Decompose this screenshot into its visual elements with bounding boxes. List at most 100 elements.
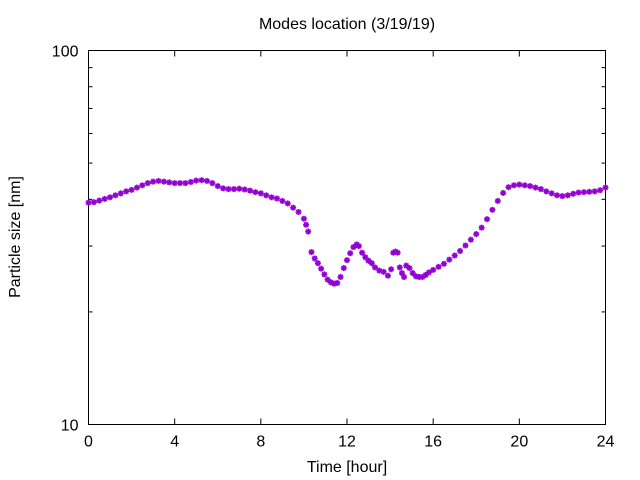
data-point (241, 186, 248, 193)
data-point (187, 179, 194, 186)
data-point (166, 179, 173, 186)
data-point (236, 185, 243, 192)
data-point (451, 252, 458, 259)
x-tick-label: 24 (597, 434, 615, 451)
data-point (220, 185, 227, 192)
data-point (425, 269, 432, 276)
data-point (203, 177, 210, 184)
data-point (527, 183, 534, 190)
data-point (543, 188, 550, 195)
data-point (150, 178, 157, 185)
data-point (430, 266, 437, 273)
plot-frame (88, 50, 606, 425)
axis-ticks: 0 4 8 12 16 20 24 10 100 (52, 44, 615, 451)
data-point (318, 265, 325, 272)
data-point (597, 187, 604, 194)
data-point (90, 199, 97, 206)
data-point (214, 183, 221, 190)
y-tick-label: 10 (61, 418, 79, 435)
data-point (182, 180, 189, 187)
data-point (225, 186, 232, 193)
data-point (575, 189, 582, 196)
data-point (422, 272, 429, 279)
data-point (337, 273, 344, 280)
data-point (321, 271, 328, 278)
data-point (155, 177, 162, 184)
data-point (193, 177, 200, 184)
data-point (435, 263, 442, 270)
data-point (171, 180, 178, 187)
data-point (462, 242, 469, 249)
data-points (85, 177, 609, 287)
data-point (247, 187, 254, 194)
data-point (303, 221, 310, 228)
data-point (554, 192, 561, 199)
data-point (521, 182, 528, 189)
data-point (388, 266, 395, 273)
x-tick-label: 4 (170, 434, 179, 451)
data-point (467, 236, 474, 243)
x-tick-label: 0 (84, 434, 93, 451)
data-point (198, 177, 205, 184)
data-point (295, 208, 302, 215)
data-point (368, 260, 375, 267)
data-point (537, 186, 544, 193)
data-point (334, 279, 341, 286)
data-point (252, 189, 259, 196)
data-point (96, 197, 103, 204)
data-point (311, 255, 318, 262)
data-point (457, 248, 464, 254)
data-point (347, 250, 354, 257)
data-point (510, 182, 517, 189)
data-point (308, 249, 315, 256)
x-tick-label: 12 (338, 434, 356, 451)
data-point (396, 264, 403, 271)
data-point (107, 194, 114, 201)
data-point (409, 270, 416, 277)
data-point (85, 199, 92, 206)
data-point (532, 184, 539, 191)
data-point (257, 190, 264, 197)
data-point (139, 182, 146, 189)
data-point (494, 197, 501, 204)
x-tick-label: 16 (424, 434, 442, 451)
data-point (160, 178, 167, 185)
data-point (580, 189, 587, 196)
data-point (446, 256, 453, 263)
y-axis-label: Particle size [nm] (7, 176, 24, 298)
data-point (128, 186, 135, 193)
data-point (380, 268, 387, 275)
data-point (406, 265, 413, 272)
data-point (372, 264, 378, 271)
data-point (273, 195, 280, 202)
data-point (602, 184, 609, 191)
data-point (355, 243, 362, 250)
x-axis-label: Time [hour] (307, 459, 387, 476)
data-point (263, 192, 270, 199)
data-point (305, 228, 312, 235)
data-point (340, 265, 347, 272)
data-point (394, 249, 401, 256)
data-point (489, 206, 496, 213)
y-tick-label: 100 (52, 44, 79, 61)
data-point (473, 231, 480, 238)
data-point (209, 180, 216, 187)
data-point (279, 197, 286, 204)
data-point (112, 192, 119, 199)
data-point (117, 190, 124, 197)
data-point (290, 204, 297, 211)
data-point (505, 184, 512, 191)
data-point (516, 181, 523, 188)
data-point (384, 272, 391, 279)
data-point (591, 188, 598, 195)
data-point (478, 224, 485, 231)
data-point (548, 190, 555, 197)
x-tick-label: 20 (510, 434, 528, 451)
data-point (133, 184, 140, 191)
x-tick-label: 8 (256, 434, 265, 451)
data-point (284, 200, 291, 207)
data-point (401, 273, 408, 280)
data-point (123, 188, 130, 195)
data-point (230, 186, 237, 193)
